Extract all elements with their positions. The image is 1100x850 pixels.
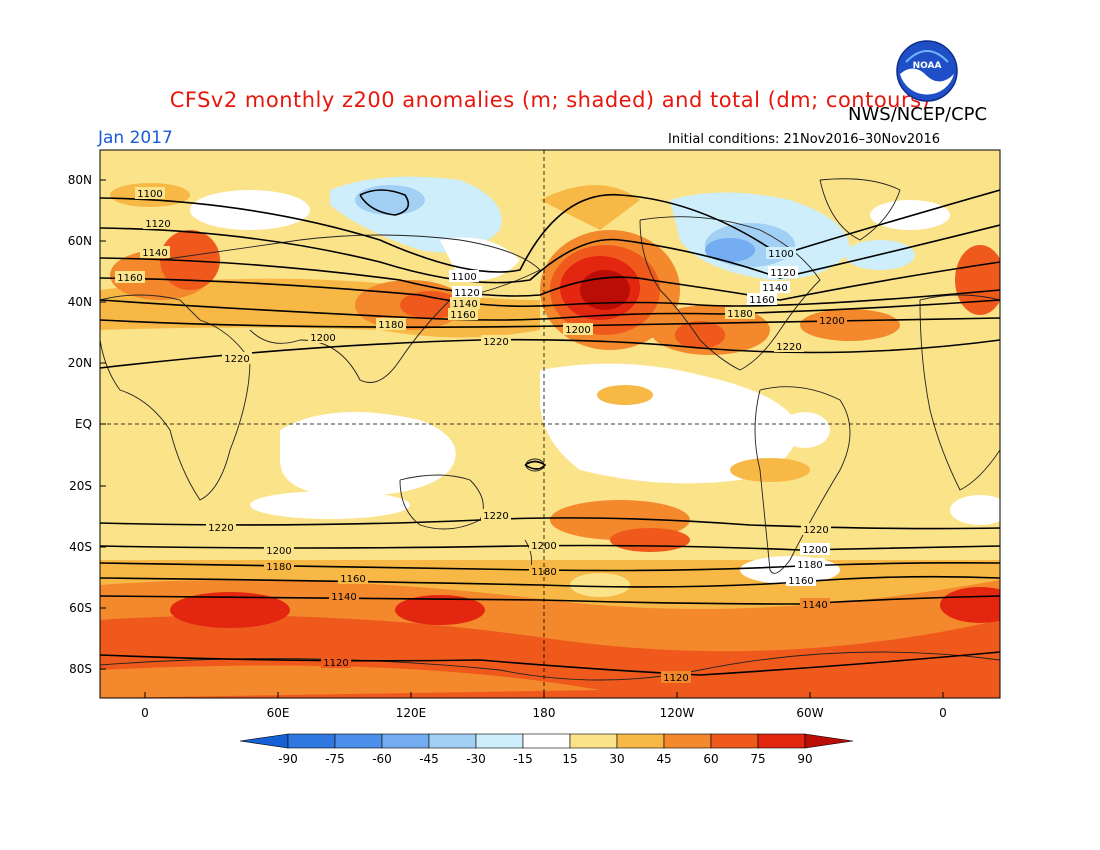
lat-label: 40N [68,295,92,309]
colorbar-label: 60 [703,752,718,766]
colorbar-box [710,733,759,749]
contour-label: 1100 [451,272,476,283]
colorbar-boxes [239,733,854,749]
colorbar-arrow-left [239,733,289,749]
contour-label: 1200 [266,546,291,557]
colorbar-box [569,733,618,749]
colorbar-labels: -90 -75 -60 -45 -30 -15 15 30 45 60 75 90 [278,752,812,766]
lon-label: 60W [796,706,823,720]
colorbar-box [287,733,336,749]
colorbar-box [475,733,524,749]
colorbar-box [381,733,430,749]
lat-label: 20N [68,356,92,370]
lon-labels: 0 60E 120E 180 120W 60W 0 [141,706,947,720]
colorbar-label: -30 [466,752,486,766]
lat-label: EQ [75,417,92,431]
contour-label: 1220 [803,525,828,536]
contour-label: 1200 [802,545,827,556]
colorbar-label: 45 [656,752,671,766]
contour-label: 1120 [323,658,348,669]
contour-label: 1220 [776,342,801,353]
colorbar-label: -75 [325,752,345,766]
colorbar-label: -60 [372,752,392,766]
contour-label: 1200 [819,316,844,327]
contour-label: 1200 [531,541,556,552]
colorbar-label: 90 [797,752,812,766]
colorbar-box [522,733,571,749]
lon-label: 180 [533,706,556,720]
lon-label: 60E [267,706,290,720]
lat-label: 20S [69,479,92,493]
coastlines [100,178,1000,681]
lon-label: 120E [396,706,427,720]
contour-label: 1100 [768,249,793,260]
lon-label: 0 [939,706,947,720]
contour-label: 1140 [452,299,477,310]
height-contours [100,189,1000,676]
contour-label: 1140 [331,592,356,603]
contour-label: 1140 [762,283,787,294]
lat-label: 60N [68,234,92,248]
contour-label: 1160 [117,273,142,284]
colorbar-box [663,733,712,749]
contour-label: 1160 [340,574,365,585]
colorbar-box [616,733,665,749]
contour-label: 1160 [450,310,475,321]
axis-ticks [100,179,944,698]
map-field: 1100 1120 1140 1160 1180 1200 1220 1100 … [100,150,1000,698]
forecast-month: Jan 2017 [98,128,173,148]
contour-label: 1120 [454,288,479,299]
lat-label: 40S [69,540,92,554]
colorbar-label: -45 [419,752,439,766]
contour-label: 1120 [145,219,170,230]
lat-label: 80N [68,173,92,187]
contour-label: 1220 [224,354,249,365]
contour-label: 1140 [142,248,167,259]
contour-label: 1200 [565,325,590,336]
lat-label: 60S [69,601,92,615]
contour-label: 1100 [137,189,162,200]
contour-label: 1180 [266,562,291,573]
contour-label: 1180 [727,309,752,320]
colorbar-label: -15 [513,752,533,766]
contour-label: 1120 [663,673,688,684]
colorbar-label: -90 [278,752,298,766]
contour-label: 1160 [749,295,774,306]
lon-label: 120W [660,706,695,720]
contour-label: 1220 [483,337,508,348]
contour-label: 1160 [788,576,813,587]
contour-label: 1220 [483,511,508,522]
colorbar-arrow-right [804,733,854,749]
svg-text:NOAA: NOAA [913,61,942,71]
contour-label: 1120 [770,268,795,279]
lat-label: 80S [69,662,92,676]
colorbar-box [334,733,383,749]
colorbar-box [428,733,477,749]
agency-label: NWS/NCEP/CPC [848,104,988,125]
lat-labels: 80N 60N 40N 20N EQ 20S 40S 60S 80S [68,173,92,676]
map-title: CFSv2 monthly z200 anomalies (m; shaded)… [169,88,931,112]
lon-label: 0 [141,706,149,720]
colorbar-label: 75 [750,752,765,766]
initial-conditions: Initial conditions: 21Nov2016–30Nov2016 [668,132,940,147]
contour-label: 1140 [802,600,827,611]
contour-label: 1200 [310,333,335,344]
contour-label: 1180 [378,320,403,331]
contour-label: 1180 [797,560,822,571]
colorbar-label: 15 [562,752,577,766]
colorbar-box [757,733,806,749]
colorbar-label: 30 [609,752,624,766]
contour-label: 1220 [208,523,233,534]
noaa-logo: NOAA [896,40,958,102]
